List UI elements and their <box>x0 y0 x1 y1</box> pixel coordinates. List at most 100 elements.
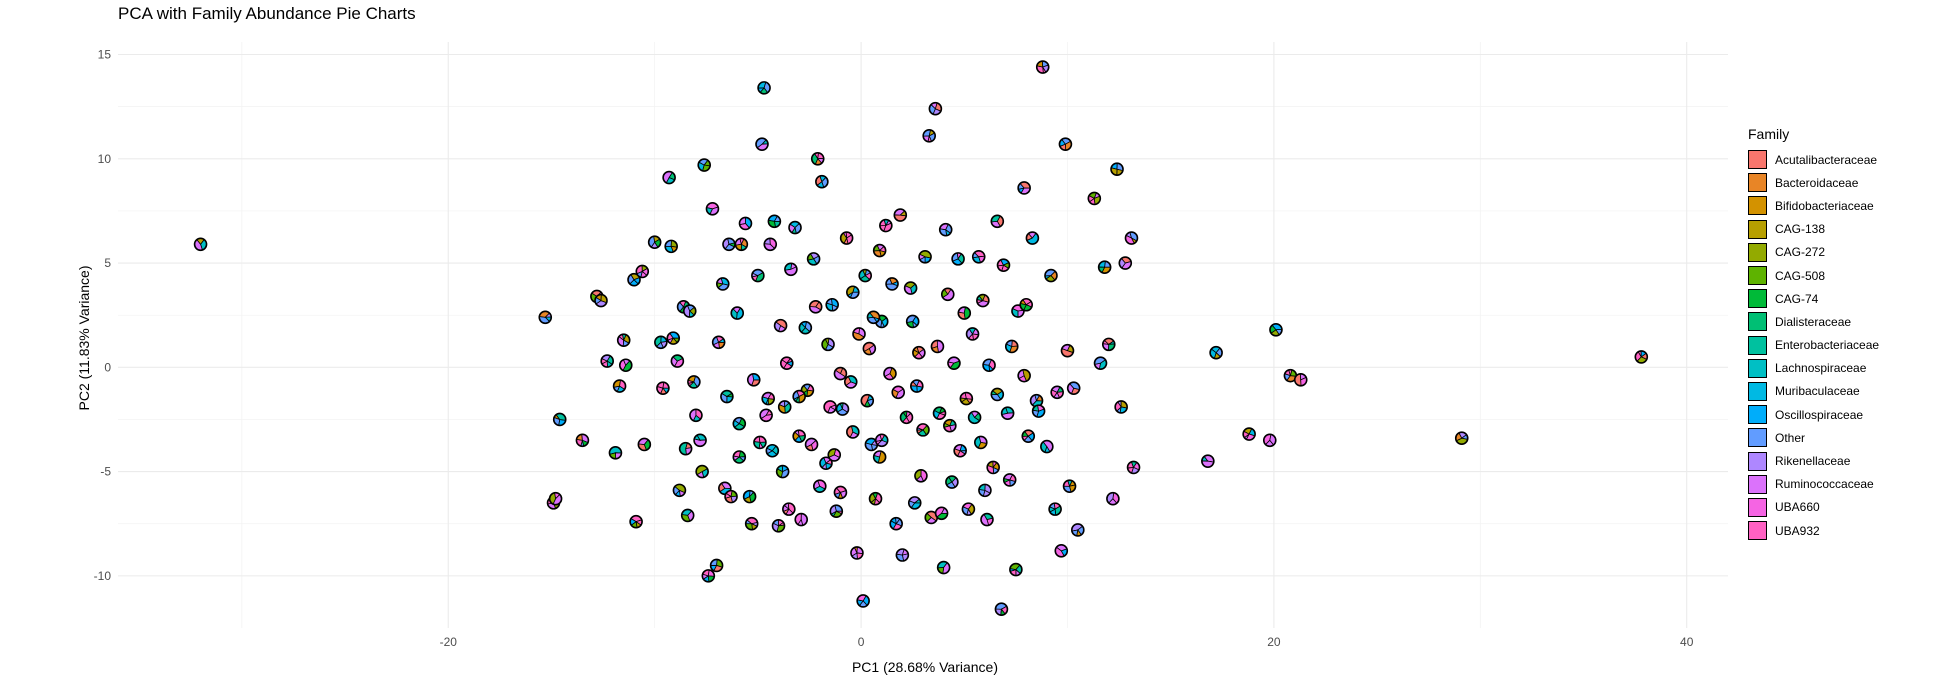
pie-point <box>792 429 806 443</box>
legend-color-key <box>1748 196 1767 216</box>
pie-point <box>600 354 614 368</box>
pie-outline <box>784 262 798 277</box>
pie-point <box>862 341 877 356</box>
legend-color-key <box>1748 312 1767 332</box>
pie-outline <box>1019 297 1034 312</box>
pie-point <box>938 222 953 237</box>
pie-point <box>821 337 835 352</box>
pie-outline <box>866 310 881 325</box>
legend-item: CAG-272 <box>1748 241 1879 264</box>
pie-outline <box>1002 473 1017 487</box>
pie-outline <box>773 318 788 333</box>
pie-point <box>940 287 955 302</box>
pie-outline <box>1025 231 1040 245</box>
pie-outline <box>627 272 641 287</box>
pie-point <box>732 416 747 431</box>
pie-outline <box>928 101 943 116</box>
legend-color-key <box>1748 381 1767 401</box>
legend-color-key <box>1748 451 1767 471</box>
data-points <box>193 60 1649 617</box>
pie-point <box>680 508 695 523</box>
pie-point <box>866 310 881 325</box>
pie-point <box>812 479 827 493</box>
pie-point <box>761 391 775 406</box>
pie-point <box>1118 256 1133 270</box>
pie-point <box>1044 268 1058 283</box>
pie-outline <box>1021 429 1036 443</box>
pie-point <box>1209 345 1223 360</box>
pie-outline <box>705 202 720 216</box>
pie-outline <box>943 418 957 433</box>
pie-point <box>616 333 631 348</box>
pie-point <box>1060 343 1075 358</box>
pie-point <box>943 418 957 433</box>
pie-point <box>825 297 839 312</box>
y-tick-label: 10 <box>98 152 112 166</box>
pie-point <box>1021 429 1036 443</box>
pie-outline <box>670 354 685 368</box>
pie-point <box>538 310 553 325</box>
pie-point <box>1058 137 1073 151</box>
pie-point <box>763 237 778 252</box>
pie-point <box>810 151 825 166</box>
pie-outline <box>889 516 903 531</box>
legend-item: UBA660 <box>1748 496 1879 519</box>
pie-outline <box>852 327 866 341</box>
pie-point <box>715 277 730 291</box>
legend-item: CAG-138 <box>1748 218 1879 241</box>
pie-outline <box>794 512 809 527</box>
pie-outline <box>608 446 623 460</box>
pie-point <box>903 281 918 295</box>
pie-outline <box>618 358 633 373</box>
pie-outline <box>1093 356 1108 370</box>
pie-outline <box>932 406 947 421</box>
pie-outline <box>934 506 949 521</box>
legend-color-key <box>1748 428 1767 448</box>
pie-outline <box>792 389 806 404</box>
pie-point <box>1106 491 1120 506</box>
pie-outline <box>903 281 918 295</box>
pie-outline <box>825 297 839 312</box>
pie-point <box>967 410 982 425</box>
pie-point <box>693 433 707 448</box>
pie-outline <box>806 252 821 266</box>
pie-point <box>608 446 623 460</box>
pie-outline <box>637 437 652 452</box>
pie-outline <box>835 402 850 416</box>
pie-point <box>839 231 854 245</box>
legend-color-key <box>1748 173 1767 193</box>
pie-point <box>782 502 796 516</box>
pie-point <box>794 512 809 527</box>
pie-outline <box>616 333 631 348</box>
legend-item: Oscillospiraceae <box>1748 403 1879 426</box>
pie-outline <box>856 594 870 608</box>
pie-point <box>548 491 563 506</box>
legend-item: Enterobacteriaceae <box>1748 334 1879 357</box>
pie-outline <box>912 345 926 360</box>
pie-outline <box>922 129 936 143</box>
pie-point <box>629 514 643 529</box>
pie-outline <box>193 237 208 252</box>
pie-point <box>827 448 842 462</box>
pie-point <box>976 293 990 308</box>
legend-item: Acutalibacteraceae <box>1748 148 1879 171</box>
pie-point <box>891 385 906 400</box>
pie-outline <box>812 479 827 493</box>
pie-point <box>922 129 936 143</box>
pie-outline <box>1209 345 1223 360</box>
pie-point <box>874 433 889 448</box>
pie-outline <box>914 468 928 483</box>
pie-outline <box>953 443 967 458</box>
pie-point <box>961 502 976 516</box>
pie-point <box>957 306 972 320</box>
pie-outline <box>973 435 988 450</box>
pie-point <box>666 331 681 345</box>
pie-outline <box>647 235 662 249</box>
pie-point <box>746 373 761 387</box>
legend-item: Lachnospiraceae <box>1748 357 1879 380</box>
legend-label: CAG-272 <box>1775 245 1826 260</box>
pie-point <box>1017 181 1031 195</box>
pie-point <box>934 506 949 521</box>
pie-point <box>662 170 676 185</box>
x-tick-label: 20 <box>1267 635 1281 649</box>
